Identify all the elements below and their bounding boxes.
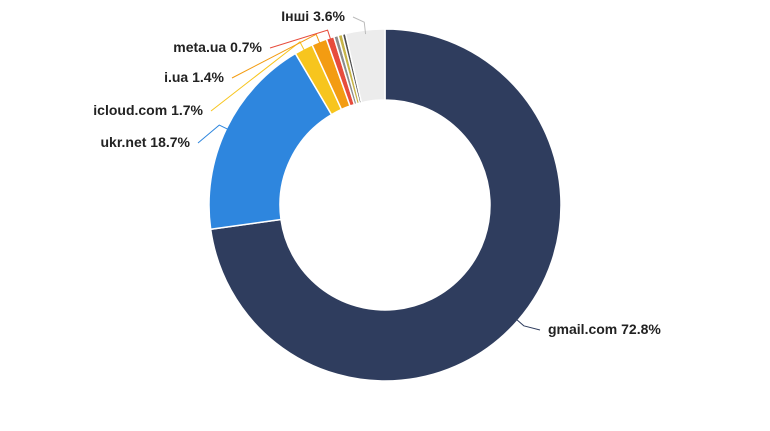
category-label: ukr.net	[101, 134, 147, 150]
leader-line	[269, 29, 332, 49]
slice-label: ukr.net 18.7%	[101, 134, 191, 150]
slice-label: meta.ua 0.7%	[173, 39, 262, 55]
category-label: meta.ua	[173, 39, 226, 55]
category-label: gmail.com	[548, 321, 617, 337]
slice	[209, 28, 562, 382]
slice-label: icloud.com 1.7%	[93, 102, 203, 118]
slice	[344, 28, 386, 104]
slice-label: i.ua 1.4%	[164, 69, 224, 85]
category-label: i.ua	[164, 69, 188, 85]
leader-line	[197, 124, 231, 144]
leader-line	[231, 33, 322, 79]
category-label: icloud.com	[93, 102, 167, 118]
value-label: 72.8%	[621, 321, 661, 337]
value-label: 3.6%	[313, 8, 345, 24]
value-label: 0.7%	[230, 39, 262, 55]
category-label: Інші	[281, 8, 309, 24]
leader-line	[352, 16, 367, 35]
slice-label: gmail.com 72.8%	[548, 321, 661, 337]
value-label: 18.7%	[150, 134, 190, 150]
value-label: 1.4%	[192, 69, 224, 85]
value-label: 1.7%	[171, 102, 203, 118]
slice-label: Інші 3.6%	[281, 8, 345, 24]
leader-line	[210, 41, 306, 112]
leader-line	[514, 317, 541, 331]
